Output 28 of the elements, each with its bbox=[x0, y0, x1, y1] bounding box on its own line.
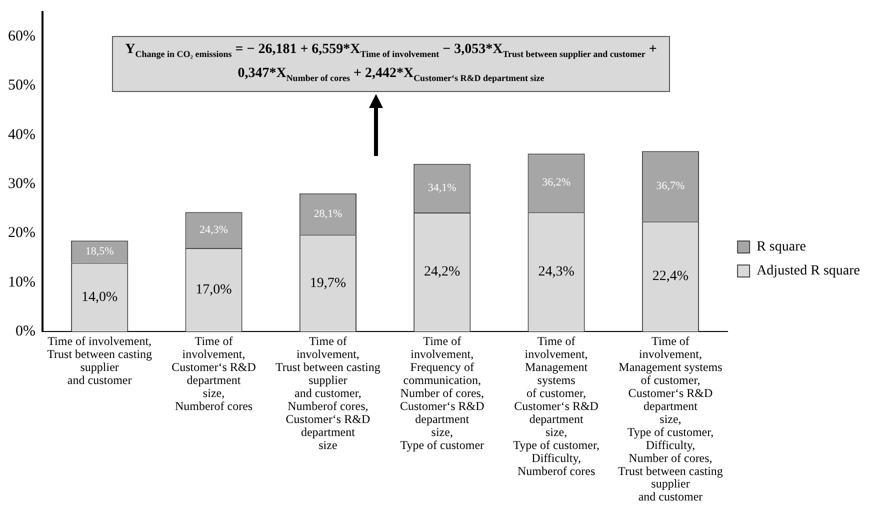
y-tick-label: 50% bbox=[8, 78, 36, 94]
total-label: 36,2% bbox=[542, 176, 571, 189]
category-label: Time of involvement, Frequency of communication, Number of cores, Customer‘s R&D department size, Type of customer bbox=[400, 334, 484, 452]
y-tick-label: 10% bbox=[8, 274, 36, 290]
total-label: 28,1% bbox=[314, 208, 342, 220]
data-label: 17,0% bbox=[196, 282, 232, 298]
data-label: 24,2% bbox=[424, 264, 461, 280]
total-label: 36,7% bbox=[656, 180, 685, 192]
data-label: 14,0% bbox=[82, 290, 118, 305]
data-label: 22,4% bbox=[652, 269, 689, 284]
x-tick-label: Time of involvement, Customer‘s R&D department size, Numberof cores bbox=[172, 334, 256, 413]
data-label: 19,7% bbox=[310, 276, 346, 291]
category-label: Time of involvement, Trust between casting supplier and customer, Numberof cores, Customer‘s R&D department size bbox=[276, 334, 380, 452]
y-tick-label: 40% bbox=[8, 126, 36, 143]
y-tick-label: 30% bbox=[8, 176, 36, 192]
text: Y$_{Change in CO₂ emissions}$ = − 26,181 + 6,559*X$_{Time of involvement}$ − 3,053*X$_{Trust between supplier and customer}$ + 0,347*X$_{Number of cores}$ + 2,442*X$_{Customer‘s R&D department size}$ bbox=[125, 42, 657, 83]
y-tick-label: 60% bbox=[8, 28, 36, 45]
legend-label: Adjusted R square bbox=[756, 264, 860, 279]
total-label: 24,3% bbox=[200, 224, 228, 236]
y-tick-label: 0% bbox=[15, 323, 36, 340]
y-tick-label: 20% bbox=[8, 225, 36, 242]
total-label: 18,5% bbox=[85, 246, 114, 258]
category-label: Time of involvement, Management systems of customer, Customer‘s R&D department size, Type of customer, Difficulty, Number of cores, Trust between casting supplier and customer bbox=[618, 334, 723, 504]
category-label: Time of involvement, Management systems of customer, Customer‘s R&D department size, Type of customer, Difficulty, Numberof cores bbox=[513, 334, 600, 478]
data-label: 24,3% bbox=[538, 264, 575, 280]
x-tick-label: Time of involvement, Trust between casting supplier and customer bbox=[47, 334, 152, 388]
legend-label: R square bbox=[756, 240, 806, 255]
total-label: 34,1% bbox=[428, 182, 456, 194]
